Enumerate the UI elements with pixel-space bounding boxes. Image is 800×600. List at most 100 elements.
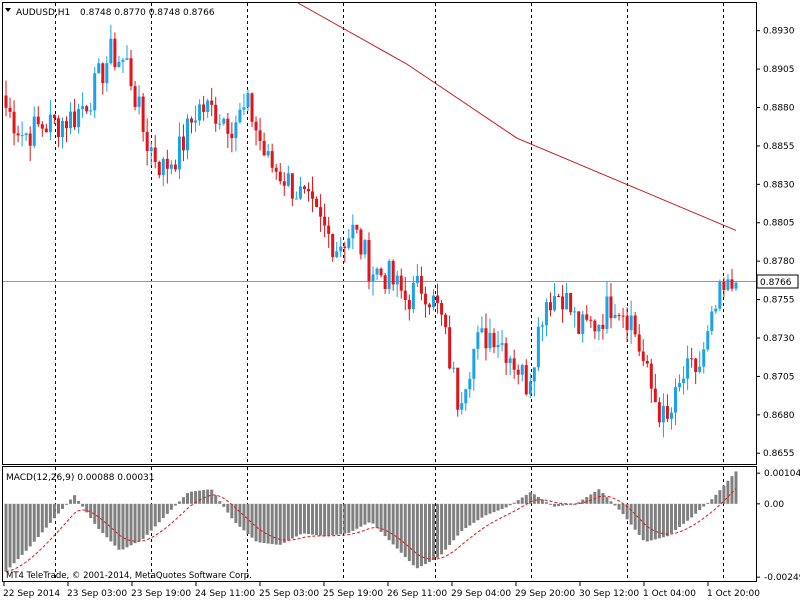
macd-bar bbox=[194, 491, 198, 504]
macd-bar bbox=[242, 503, 246, 531]
candle-body bbox=[472, 348, 476, 379]
time-label: 1 Oct 20:00 bbox=[707, 589, 760, 599]
macd-bar bbox=[460, 503, 464, 531]
candle-body bbox=[226, 118, 230, 134]
macd-bar bbox=[371, 503, 375, 524]
macd-bar bbox=[702, 503, 706, 507]
candle-body bbox=[64, 120, 68, 129]
macd-bar bbox=[448, 503, 452, 545]
candle-body bbox=[230, 133, 234, 139]
candle-body bbox=[125, 58, 129, 60]
macd-bar bbox=[621, 503, 625, 515]
candle-body bbox=[194, 120, 198, 123]
candle-body bbox=[169, 164, 173, 169]
price-tick-label: 0.8855 bbox=[763, 142, 795, 152]
macd-bar bbox=[690, 503, 694, 518]
macd-bar bbox=[230, 503, 234, 519]
candle-body bbox=[649, 363, 653, 389]
candle-body bbox=[97, 63, 101, 74]
candle-body bbox=[133, 86, 137, 107]
macd-bar bbox=[427, 503, 431, 562]
candle-body bbox=[371, 274, 375, 282]
macd-bar bbox=[282, 503, 286, 543]
macd-bar bbox=[613, 503, 617, 506]
macd-bar bbox=[480, 503, 484, 518]
candle-body bbox=[617, 314, 621, 316]
macd-bar bbox=[464, 503, 468, 529]
moving-average-line bbox=[297, 2, 737, 231]
candle-body bbox=[315, 198, 319, 208]
macd-bar bbox=[540, 499, 544, 504]
macd-bar bbox=[254, 503, 258, 542]
macd-bar bbox=[210, 489, 214, 504]
macd-bar bbox=[198, 490, 202, 504]
candle-body bbox=[375, 268, 379, 275]
candle-body bbox=[141, 96, 145, 132]
macd-bar bbox=[339, 503, 343, 535]
macd-bar bbox=[60, 503, 64, 509]
macd-bar bbox=[270, 503, 274, 545]
candle-body bbox=[440, 302, 444, 315]
macd-bar bbox=[581, 499, 585, 504]
macd-bar bbox=[77, 500, 81, 504]
candle-body bbox=[145, 131, 149, 152]
candle-body bbox=[165, 158, 169, 169]
macd-bar bbox=[577, 502, 581, 504]
candle-body bbox=[653, 388, 657, 403]
candle-body bbox=[645, 360, 649, 364]
macd-bar bbox=[508, 503, 512, 506]
macd-bar bbox=[359, 503, 363, 527]
candle-body bbox=[432, 295, 436, 308]
price-pane[interactable] bbox=[2, 2, 757, 465]
candle-body bbox=[678, 383, 682, 388]
candle-body bbox=[28, 133, 32, 146]
candle-body bbox=[460, 403, 464, 410]
candle-body bbox=[726, 279, 730, 290]
macd-bar bbox=[48, 503, 52, 523]
macd-bar bbox=[218, 501, 222, 504]
macd-bar bbox=[686, 503, 690, 521]
macd-bar bbox=[109, 503, 113, 542]
macd-bar bbox=[125, 503, 129, 548]
price-tick-label: 0.8905 bbox=[763, 65, 795, 75]
candle-body bbox=[387, 260, 391, 289]
macd-bar bbox=[89, 503, 93, 519]
macd-bar bbox=[101, 503, 105, 534]
macd-bar bbox=[133, 503, 137, 544]
macd-bar bbox=[8, 503, 12, 568]
time-label: 25 Sep 19:00 bbox=[323, 589, 383, 599]
macd-bar bbox=[609, 501, 613, 504]
macd-bar bbox=[141, 503, 145, 539]
candle-body bbox=[286, 173, 290, 186]
macd-signal-line bbox=[5, 488, 737, 573]
candle-body bbox=[544, 302, 548, 326]
candle-body bbox=[16, 133, 20, 136]
macd-bar bbox=[605, 497, 609, 504]
candle-body bbox=[60, 120, 64, 138]
candle-body bbox=[359, 229, 363, 255]
macd-bar bbox=[52, 503, 56, 519]
macd-bar bbox=[432, 503, 436, 560]
time-label: 23 Sep 19:00 bbox=[131, 589, 191, 599]
candle-body bbox=[20, 135, 24, 137]
macd-bar bbox=[706, 502, 710, 504]
macd-bar bbox=[472, 503, 476, 523]
macd-bar bbox=[436, 503, 440, 558]
candle-body bbox=[383, 275, 387, 289]
macd-bar bbox=[137, 503, 141, 542]
macd-bar bbox=[258, 503, 262, 543]
candle-body bbox=[464, 389, 468, 404]
chart-menu-triangle-icon[interactable] bbox=[5, 8, 11, 12]
macd-bar bbox=[343, 503, 347, 534]
macd-bar bbox=[734, 471, 738, 504]
copyright-text: MT4 TeleTrade, © 2001-2014, MetaQuotes S… bbox=[6, 571, 252, 581]
candle-body bbox=[181, 136, 185, 151]
candle-body bbox=[44, 128, 48, 133]
macd-bar bbox=[548, 503, 552, 505]
macd-bar bbox=[351, 503, 355, 531]
candle-body bbox=[246, 93, 250, 108]
macd-tick-label: 0.00104 bbox=[764, 469, 800, 479]
macd-bar bbox=[544, 502, 548, 504]
macd-bar bbox=[403, 503, 407, 557]
